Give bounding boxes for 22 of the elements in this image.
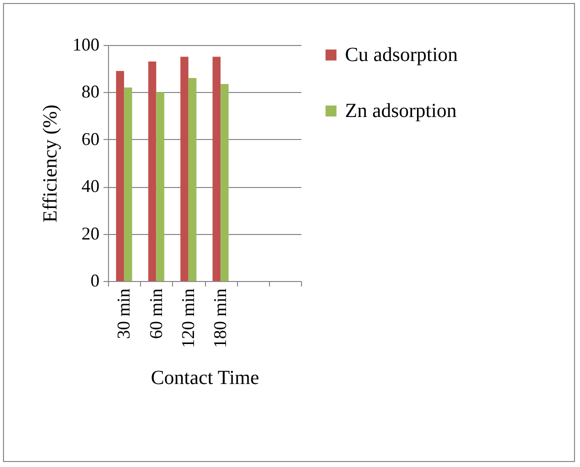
x-tick-label: 30 min bbox=[114, 288, 134, 340]
bar bbox=[116, 70, 124, 281]
bar bbox=[156, 92, 164, 281]
bar bbox=[220, 84, 229, 281]
bar bbox=[180, 56, 188, 281]
y-tick-label: 100 bbox=[72, 34, 100, 54]
x-tick-label: 120 min bbox=[178, 288, 198, 348]
y-tick-label: 80 bbox=[82, 82, 100, 102]
bar bbox=[212, 56, 221, 281]
bar bbox=[124, 87, 132, 281]
x-axis-title: Contact Time bbox=[150, 367, 260, 389]
y-tick-label: 0 bbox=[90, 270, 100, 290]
x-tick-label: 180 min bbox=[210, 288, 230, 348]
legend-label: Cu adsorption bbox=[345, 44, 458, 66]
legend-label: Zn adsorption bbox=[345, 100, 457, 122]
bar bbox=[148, 62, 156, 281]
y-tick-label: 20 bbox=[82, 223, 100, 244]
y-tick-label: 40 bbox=[82, 176, 100, 196]
x-tick-label: 60 min bbox=[146, 288, 166, 340]
y-axis-title: Efficiency (%) bbox=[40, 104, 62, 222]
y-tick-label: 60 bbox=[82, 128, 100, 149]
bar bbox=[188, 78, 196, 281]
